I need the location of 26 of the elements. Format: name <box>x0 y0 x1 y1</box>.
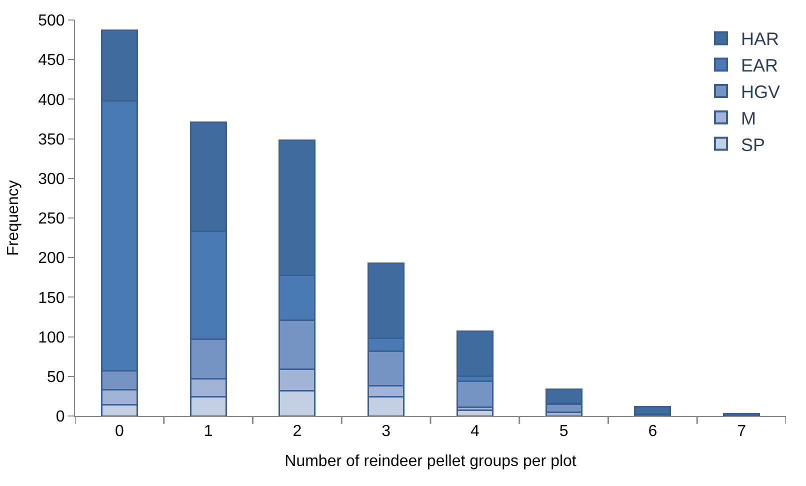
y-tick-label: 300 <box>38 171 65 188</box>
y-tick-label: 250 <box>38 210 65 228</box>
x-tick-label: 6 <box>648 423 658 440</box>
legend-label: HAR <box>741 29 780 50</box>
y-tick-label: 350 <box>38 131 65 148</box>
y-tick-label: 100 <box>38 329 65 346</box>
x-tick-label: 5 <box>559 423 568 440</box>
legend-label: M <box>741 108 756 128</box>
y-axis-title: Frequency <box>4 180 22 256</box>
y-tick-label: 400 <box>38 92 65 109</box>
y-tick-label: 50 <box>47 369 65 386</box>
x-tick-label: 2 <box>292 423 302 440</box>
y-tick-label: 0 <box>56 408 65 426</box>
x-axis-title: Number of reindeer pellet groups per plot <box>284 452 577 470</box>
x-tick-label: 4 <box>470 423 480 440</box>
y-tick-label: 200 <box>38 250 65 268</box>
y-tick-label: 450 <box>38 52 65 70</box>
y-tick-label: 150 <box>38 290 65 307</box>
legend-label: HGV <box>741 82 780 102</box>
y-tick-label: 500 <box>38 12 65 30</box>
x-tick-label: 0 <box>114 423 124 440</box>
x-tick-label: 1 <box>204 423 213 440</box>
x-tick-label: 7 <box>737 423 746 440</box>
legend-label: EAR <box>741 56 778 76</box>
legend-label: SP <box>741 134 766 155</box>
x-tick-label: 3 <box>382 423 391 440</box>
